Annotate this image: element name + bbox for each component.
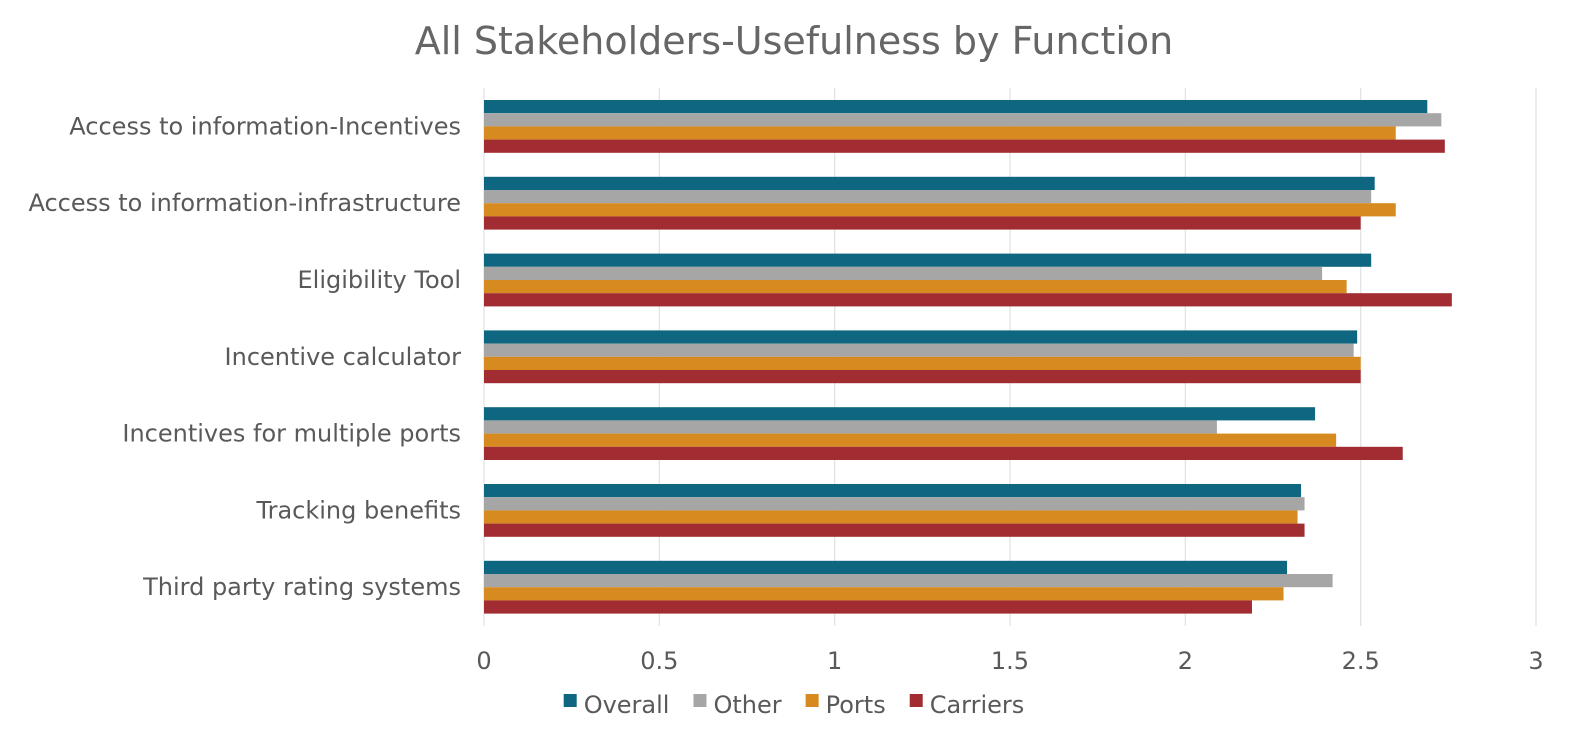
bar-other-0	[484, 113, 1442, 127]
x-tick-label-2: 1	[827, 647, 842, 675]
bar-overall-0	[484, 100, 1428, 114]
x-tick-label-6: 3	[1528, 647, 1543, 675]
category-label-2: Eligibility Tool	[298, 266, 462, 294]
bar-overall-3	[484, 330, 1358, 344]
bar-other-1	[484, 190, 1372, 204]
bar-overall-6	[484, 560, 1288, 574]
bar-carriers-1	[484, 216, 1361, 230]
bar-carriers-5	[484, 523, 1305, 537]
bar-carriers-3	[484, 370, 1361, 384]
bar-ports-5	[484, 510, 1298, 524]
bar-overall-5	[484, 484, 1302, 498]
legend-swatch-overall	[563, 694, 577, 707]
bar-carriers-2	[484, 293, 1452, 307]
bar-other-6	[484, 574, 1333, 588]
category-label-5: Tracking benefits	[255, 496, 461, 524]
legend-label-overall: Overall	[584, 691, 670, 719]
bar-other-4	[484, 420, 1217, 434]
legend-swatch-carriers	[909, 694, 923, 707]
category-label-1: Access to information-infrastructure	[28, 189, 461, 217]
category-label-4: Incentives for multiple ports	[122, 420, 461, 448]
legend-label-carriers: Carriers	[930, 691, 1025, 719]
bar-carriers-4	[484, 446, 1403, 460]
bar-carriers-6	[484, 600, 1252, 614]
bar-ports-2	[484, 280, 1347, 294]
category-labels: Access to information-Incentives Access t…	[28, 112, 461, 601]
bar-ports-0	[484, 126, 1396, 140]
x-axis-ticks: 0 0.5 1 1.5 2 2.5 3	[476, 647, 1543, 675]
bar-other-5	[484, 497, 1305, 511]
bar-ports-1	[484, 203, 1396, 217]
bar-other-2	[484, 266, 1323, 280]
category-label-3: Incentive calculator	[225, 343, 462, 371]
legend-swatch-ports	[805, 694, 819, 707]
legend-swatch-other	[693, 694, 707, 707]
bar-ports-3	[484, 356, 1361, 370]
legend-label-ports: Ports	[826, 691, 886, 719]
x-tick-label-1: 0.5	[640, 647, 678, 675]
chart-title: All Stakeholders-Usefulness by Function	[415, 19, 1174, 63]
bar-overall-4	[484, 407, 1316, 421]
bar-ports-4	[484, 433, 1337, 447]
x-tick-label-4: 2	[1178, 647, 1193, 675]
bar-carriers-0	[484, 139, 1445, 153]
bar-ports-6	[484, 587, 1284, 601]
bar-other-3	[484, 343, 1354, 357]
legend: Overall Other Ports Carriers	[563, 691, 1025, 719]
legend-label-other: Other	[713, 691, 781, 719]
bars	[484, 100, 1452, 614]
category-label-0: Access to information-Incentives	[69, 112, 461, 140]
x-tick-label-5: 2.5	[1342, 647, 1380, 675]
category-label-6: Third party rating systems	[142, 573, 461, 601]
x-tick-label-3: 1.5	[991, 647, 1029, 675]
bar-overall-2	[484, 253, 1372, 267]
bar-overall-1	[484, 176, 1375, 190]
x-tick-label-0: 0	[476, 647, 491, 675]
